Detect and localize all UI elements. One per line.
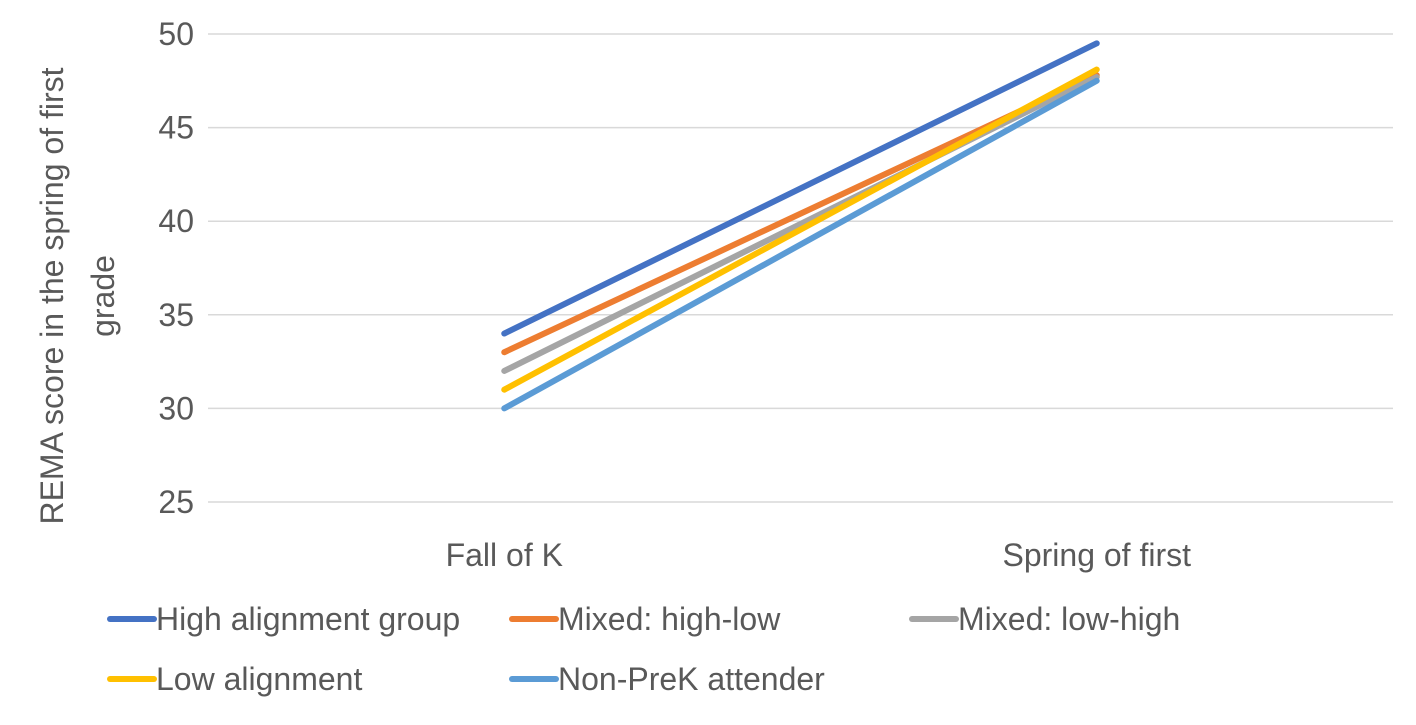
legend-label: Mixed: high-low [558, 601, 781, 637]
legend-item: Mixed: high-low [509, 601, 781, 637]
x-tick-label: Spring of first [1002, 537, 1191, 573]
legend-item: High alignment group [107, 601, 460, 637]
y-tick-label: 45 [158, 110, 194, 146]
series-lines [501, 40, 1100, 412]
y-tick-label: 40 [158, 203, 194, 239]
series-line-high-alignment-group [501, 40, 1100, 337]
legend-item: Mixed: low-high [909, 601, 1180, 637]
y-axis-title-line-2: grade [85, 255, 121, 337]
legend-item: Non-PreK attender [509, 661, 825, 697]
legend-label: Non-PreK attender [558, 661, 825, 697]
y-tick-label: 50 [158, 16, 194, 52]
gridlines [208, 33, 1393, 503]
y-tick-label: 35 [158, 297, 194, 333]
y-axis-ticks: 25 30 35 40 45 50 [158, 16, 194, 520]
legend: High alignment group Mixed: high-low Mixed… [107, 601, 1180, 697]
legend-label: High alignment group [156, 601, 460, 637]
series-line-non-prek-attender [501, 77, 1100, 412]
legend-item: Low alignment [107, 661, 362, 697]
series-line-low-alignment [501, 66, 1100, 393]
y-tick-label: 25 [158, 484, 194, 520]
legend-label: Mixed: low-high [958, 601, 1180, 637]
x-tick-label: Fall of K [446, 537, 563, 573]
y-axis-title-line-1: REMA score in the spring of first [34, 67, 70, 524]
y-tick-label: 30 [158, 390, 194, 426]
legend-label: Low alignment [156, 661, 362, 697]
x-axis-ticks: Fall of K Spring of first [446, 537, 1192, 573]
y-axis-title: REMA score in the spring of first grade [34, 67, 121, 524]
series-line-mixed-low-high [501, 74, 1100, 374]
